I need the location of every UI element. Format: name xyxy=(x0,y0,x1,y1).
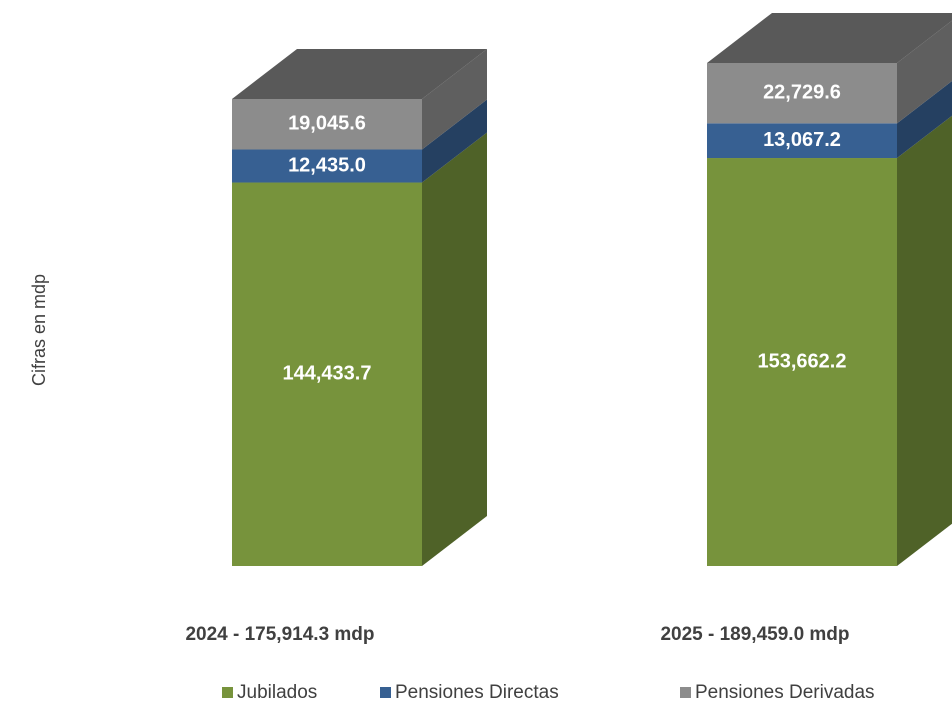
value-label: 13,067.2 xyxy=(763,129,841,151)
legend-swatch xyxy=(222,687,233,698)
bar xyxy=(232,149,422,183)
legend-swatch xyxy=(380,687,391,698)
bar-side xyxy=(422,99,487,183)
bar xyxy=(707,158,897,566)
legend-label: Pensiones Derivadas xyxy=(695,682,875,703)
bar-side xyxy=(422,48,487,150)
bar xyxy=(232,182,422,566)
x-tick-label: 2025 - 189,459.0 mdp xyxy=(660,624,849,645)
value-label: 12,435.0 xyxy=(288,154,366,176)
bar-side xyxy=(422,132,487,566)
legend-label: Jubilados xyxy=(237,682,317,703)
bar xyxy=(232,98,422,150)
bar xyxy=(707,62,897,124)
legend-swatch xyxy=(680,687,691,698)
legend-label: Pensiones Directas xyxy=(395,682,559,703)
y-axis-label: Cifras en mdp xyxy=(29,274,49,386)
bar xyxy=(707,123,897,159)
value-label: 153,662.2 xyxy=(758,350,847,372)
bar-side xyxy=(897,81,952,159)
bar-side xyxy=(897,20,952,124)
x-tick-label: 2024 - 175,914.3 mdp xyxy=(185,624,374,645)
value-label: 19,045.6 xyxy=(288,113,366,135)
bar-side xyxy=(897,115,952,566)
bar-top xyxy=(232,48,487,99)
bar-top xyxy=(707,12,952,63)
value-label: 144,433.7 xyxy=(283,363,372,385)
value-label: 22,729.6 xyxy=(763,81,841,103)
